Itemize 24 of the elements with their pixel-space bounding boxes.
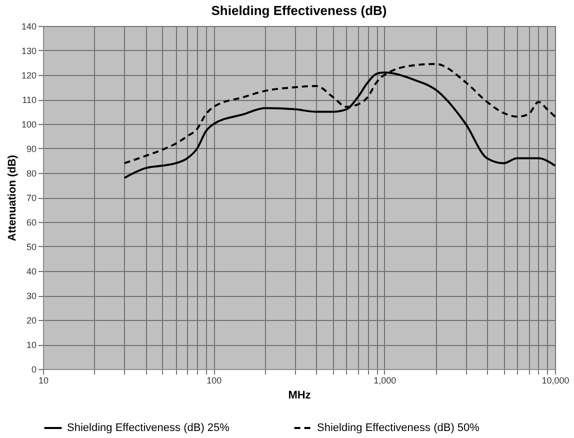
legend-label: Shielding Effectiveness (dB) 25%	[67, 422, 230, 434]
y-tick-label: 80	[26, 168, 36, 178]
y-tick-label: 60	[26, 218, 36, 228]
y-tick-label: 50	[26, 242, 36, 252]
chart-title: Shielding Effectiveness (dB)	[211, 3, 387, 18]
x-tick-label: 10,000	[542, 376, 570, 386]
y-tick-label: 140	[21, 22, 36, 32]
y-tick-label: 20	[26, 316, 36, 326]
y-tick-label: 30	[26, 291, 36, 301]
x-tick-label: 100	[206, 376, 222, 386]
y-tick-label: 130	[21, 46, 36, 56]
y-tick-label: 70	[26, 193, 36, 203]
x-tick-label: 1,000	[374, 376, 396, 386]
x-tick-label: 10	[38, 376, 49, 386]
x-axis-title: MHz	[288, 390, 312, 402]
y-tick-label: 90	[26, 144, 36, 154]
y-tick-label: 110	[22, 95, 36, 105]
legend-label: Shielding Effectiveness (dB) 50%	[317, 422, 480, 434]
y-tick-label: 40	[26, 266, 36, 276]
y-tick-label: 0	[31, 364, 36, 374]
y-tick-label: 10	[26, 340, 36, 350]
y-tick-label: 120	[21, 70, 36, 80]
y-tick-label: 100	[21, 120, 36, 130]
y-axis-title: Attenuation (dB)	[6, 154, 18, 242]
